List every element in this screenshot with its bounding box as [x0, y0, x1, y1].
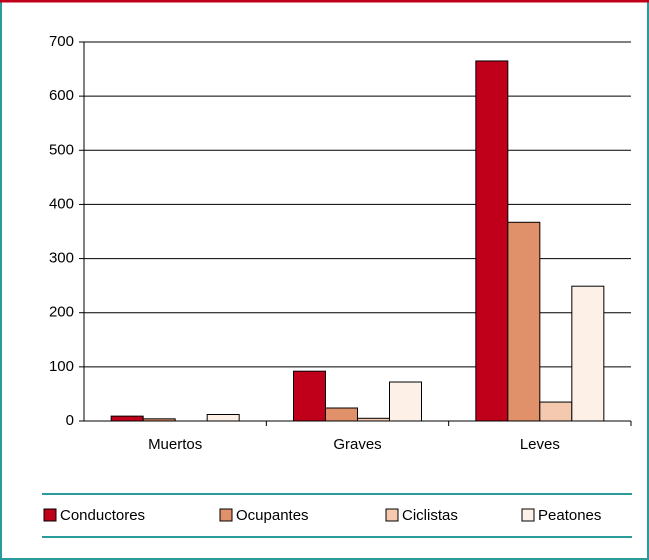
bar [142, 418, 176, 422]
legend-swatch [219, 508, 233, 522]
legend-label: Peatones [538, 507, 601, 524]
bar [325, 407, 358, 422]
bar [539, 401, 573, 422]
bar [475, 60, 509, 422]
bar [110, 415, 144, 422]
y-tick-label: 400 [49, 195, 74, 212]
y-tick-label: 0 [66, 412, 74, 429]
y-tick-label: 300 [49, 250, 74, 267]
y-tick-label: 700 [49, 33, 74, 50]
bar [507, 221, 541, 422]
bar [293, 370, 326, 422]
legend-swatch [385, 508, 399, 522]
bar [389, 381, 422, 422]
x-tick-label: Graves [333, 436, 381, 453]
legend-label: Ciclistas [402, 507, 458, 524]
y-tick-label: 100 [49, 358, 74, 375]
y-tick-label: 500 [49, 141, 74, 158]
legend-swatch [521, 508, 535, 522]
y-tick-label: 200 [49, 304, 74, 321]
legend-label: Conductores [60, 507, 145, 524]
legend-label: Ocupantes [236, 507, 309, 524]
bar [357, 417, 390, 422]
x-tick-label: Leves [520, 436, 560, 453]
legend-swatch [43, 508, 57, 522]
y-tick-label: 600 [49, 87, 74, 104]
x-tick-label: Muertos [148, 436, 202, 453]
bar [571, 285, 605, 422]
bar [206, 414, 240, 422]
